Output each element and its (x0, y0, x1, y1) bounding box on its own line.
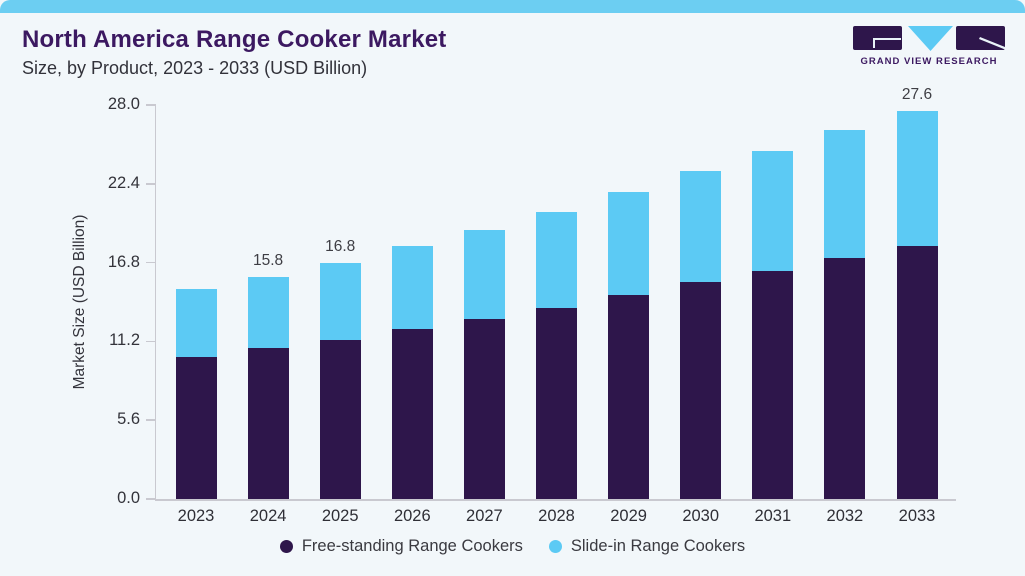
x-tick-label-2026: 2026 (393, 507, 431, 525)
bar-segment-slide-in-2023 (175, 289, 217, 357)
page-title: North America Range Cooker Market (22, 26, 447, 53)
bar-segment-free-standing-2025 (319, 340, 361, 499)
bar-segment-slide-in-2032 (824, 130, 866, 259)
legend-item-free-standing: Free-standing Range Cookers (279, 537, 523, 556)
bar-segment-slide-in-2028 (536, 211, 577, 308)
bar-segment-slide-in-2033 (896, 110, 938, 246)
bar-segment-slide-in-2027 (463, 230, 505, 319)
chart-legend: Free-standing Range Cookers Slide-in Ran… (0, 537, 1025, 556)
y-tick-mark (146, 498, 156, 500)
bar-segment-free-standing-2033 (896, 245, 938, 499)
x-tick-label-2025: 2025 (321, 507, 359, 525)
bar-segment-slide-in-2026 (391, 245, 433, 329)
bar-segment-free-standing-2023 (175, 356, 217, 499)
bar-segment-free-standing-2026 (391, 328, 433, 499)
x-tick-label-2032: 2032 (826, 507, 864, 525)
bar-segment-free-standing-2027 (463, 318, 505, 499)
bar-total-label-2024: 15.8 (253, 251, 284, 269)
x-tick-label-2027: 2027 (466, 507, 503, 525)
bar-segment-slide-in-2031 (752, 151, 794, 272)
top-accent-bar (0, 0, 1025, 13)
x-tick-label-2031: 2031 (754, 507, 792, 525)
y-tick-mark (146, 419, 156, 421)
x-tick-label-2023: 2023 (177, 507, 215, 525)
y-tick-label: 22.4 (107, 173, 140, 192)
page-subtitle: Size, by Product, 2023 - 2033 (USD Billi… (22, 58, 368, 78)
x-tick-label-2028: 2028 (538, 507, 575, 525)
x-tick-label-2030: 2030 (682, 507, 720, 525)
bar-segment-free-standing-2031 (752, 271, 794, 499)
y-axis-title: Market Size (USD Billion) (71, 214, 88, 390)
stacked-bar-plot-area: 0.0 5.6 11.2 16.8 22.4 28.0 2023 2024 15.8 2025 16… (108, 86, 956, 525)
y-tick-label: 0.0 (117, 489, 140, 507)
legend-label-slide-in: Slide-in Range Cookers (570, 537, 746, 555)
x-tick-label-2029: 2029 (610, 507, 647, 525)
y-tick-mark (146, 340, 156, 343)
bar-segment-free-standing-2028 (536, 307, 577, 499)
y-tick-label: 5.6 (117, 410, 140, 429)
bar-segment-slide-in-2029 (608, 192, 650, 295)
legend-label-free-standing: Free-standing Range Cookers (301, 537, 523, 555)
x-tick-label-2024: 2024 (249, 507, 287, 525)
logo-text: GRAND VIEW RESEARCH (860, 56, 998, 67)
y-tick-label: 28.0 (107, 95, 140, 113)
free-standing-legend-marker-icon (279, 540, 293, 553)
x-tick-label-2033: 2033 (898, 507, 936, 525)
bar-segment-slide-in-2030 (680, 171, 722, 283)
bar-total-label-2033: 27.6 (901, 85, 933, 103)
bar-segment-slide-in-2024 (247, 276, 289, 349)
bar-segment-free-standing-2030 (680, 282, 722, 499)
bar-segment-free-standing-2029 (608, 294, 650, 499)
legend-item-slide-in: Slide-in Range Cookers (548, 537, 746, 556)
y-tick-mark (146, 183, 156, 185)
bar-segment-slide-in-2025 (319, 262, 361, 340)
y-tick-label: 16.8 (107, 252, 140, 271)
slide-in-legend-marker-icon (548, 540, 562, 553)
gvr-logo-icon (853, 26, 1005, 51)
y-tick-label: 11.2 (109, 331, 140, 350)
bar-total-label-2025: 16.8 (325, 237, 356, 255)
bar-segment-free-standing-2032 (824, 258, 866, 499)
bar-segment-free-standing-2024 (247, 348, 289, 499)
y-tick-mark (146, 104, 156, 106)
grand-view-research-logo: GRAND VIEW RESEARCH (853, 26, 1005, 67)
y-tick-mark (146, 261, 156, 264)
